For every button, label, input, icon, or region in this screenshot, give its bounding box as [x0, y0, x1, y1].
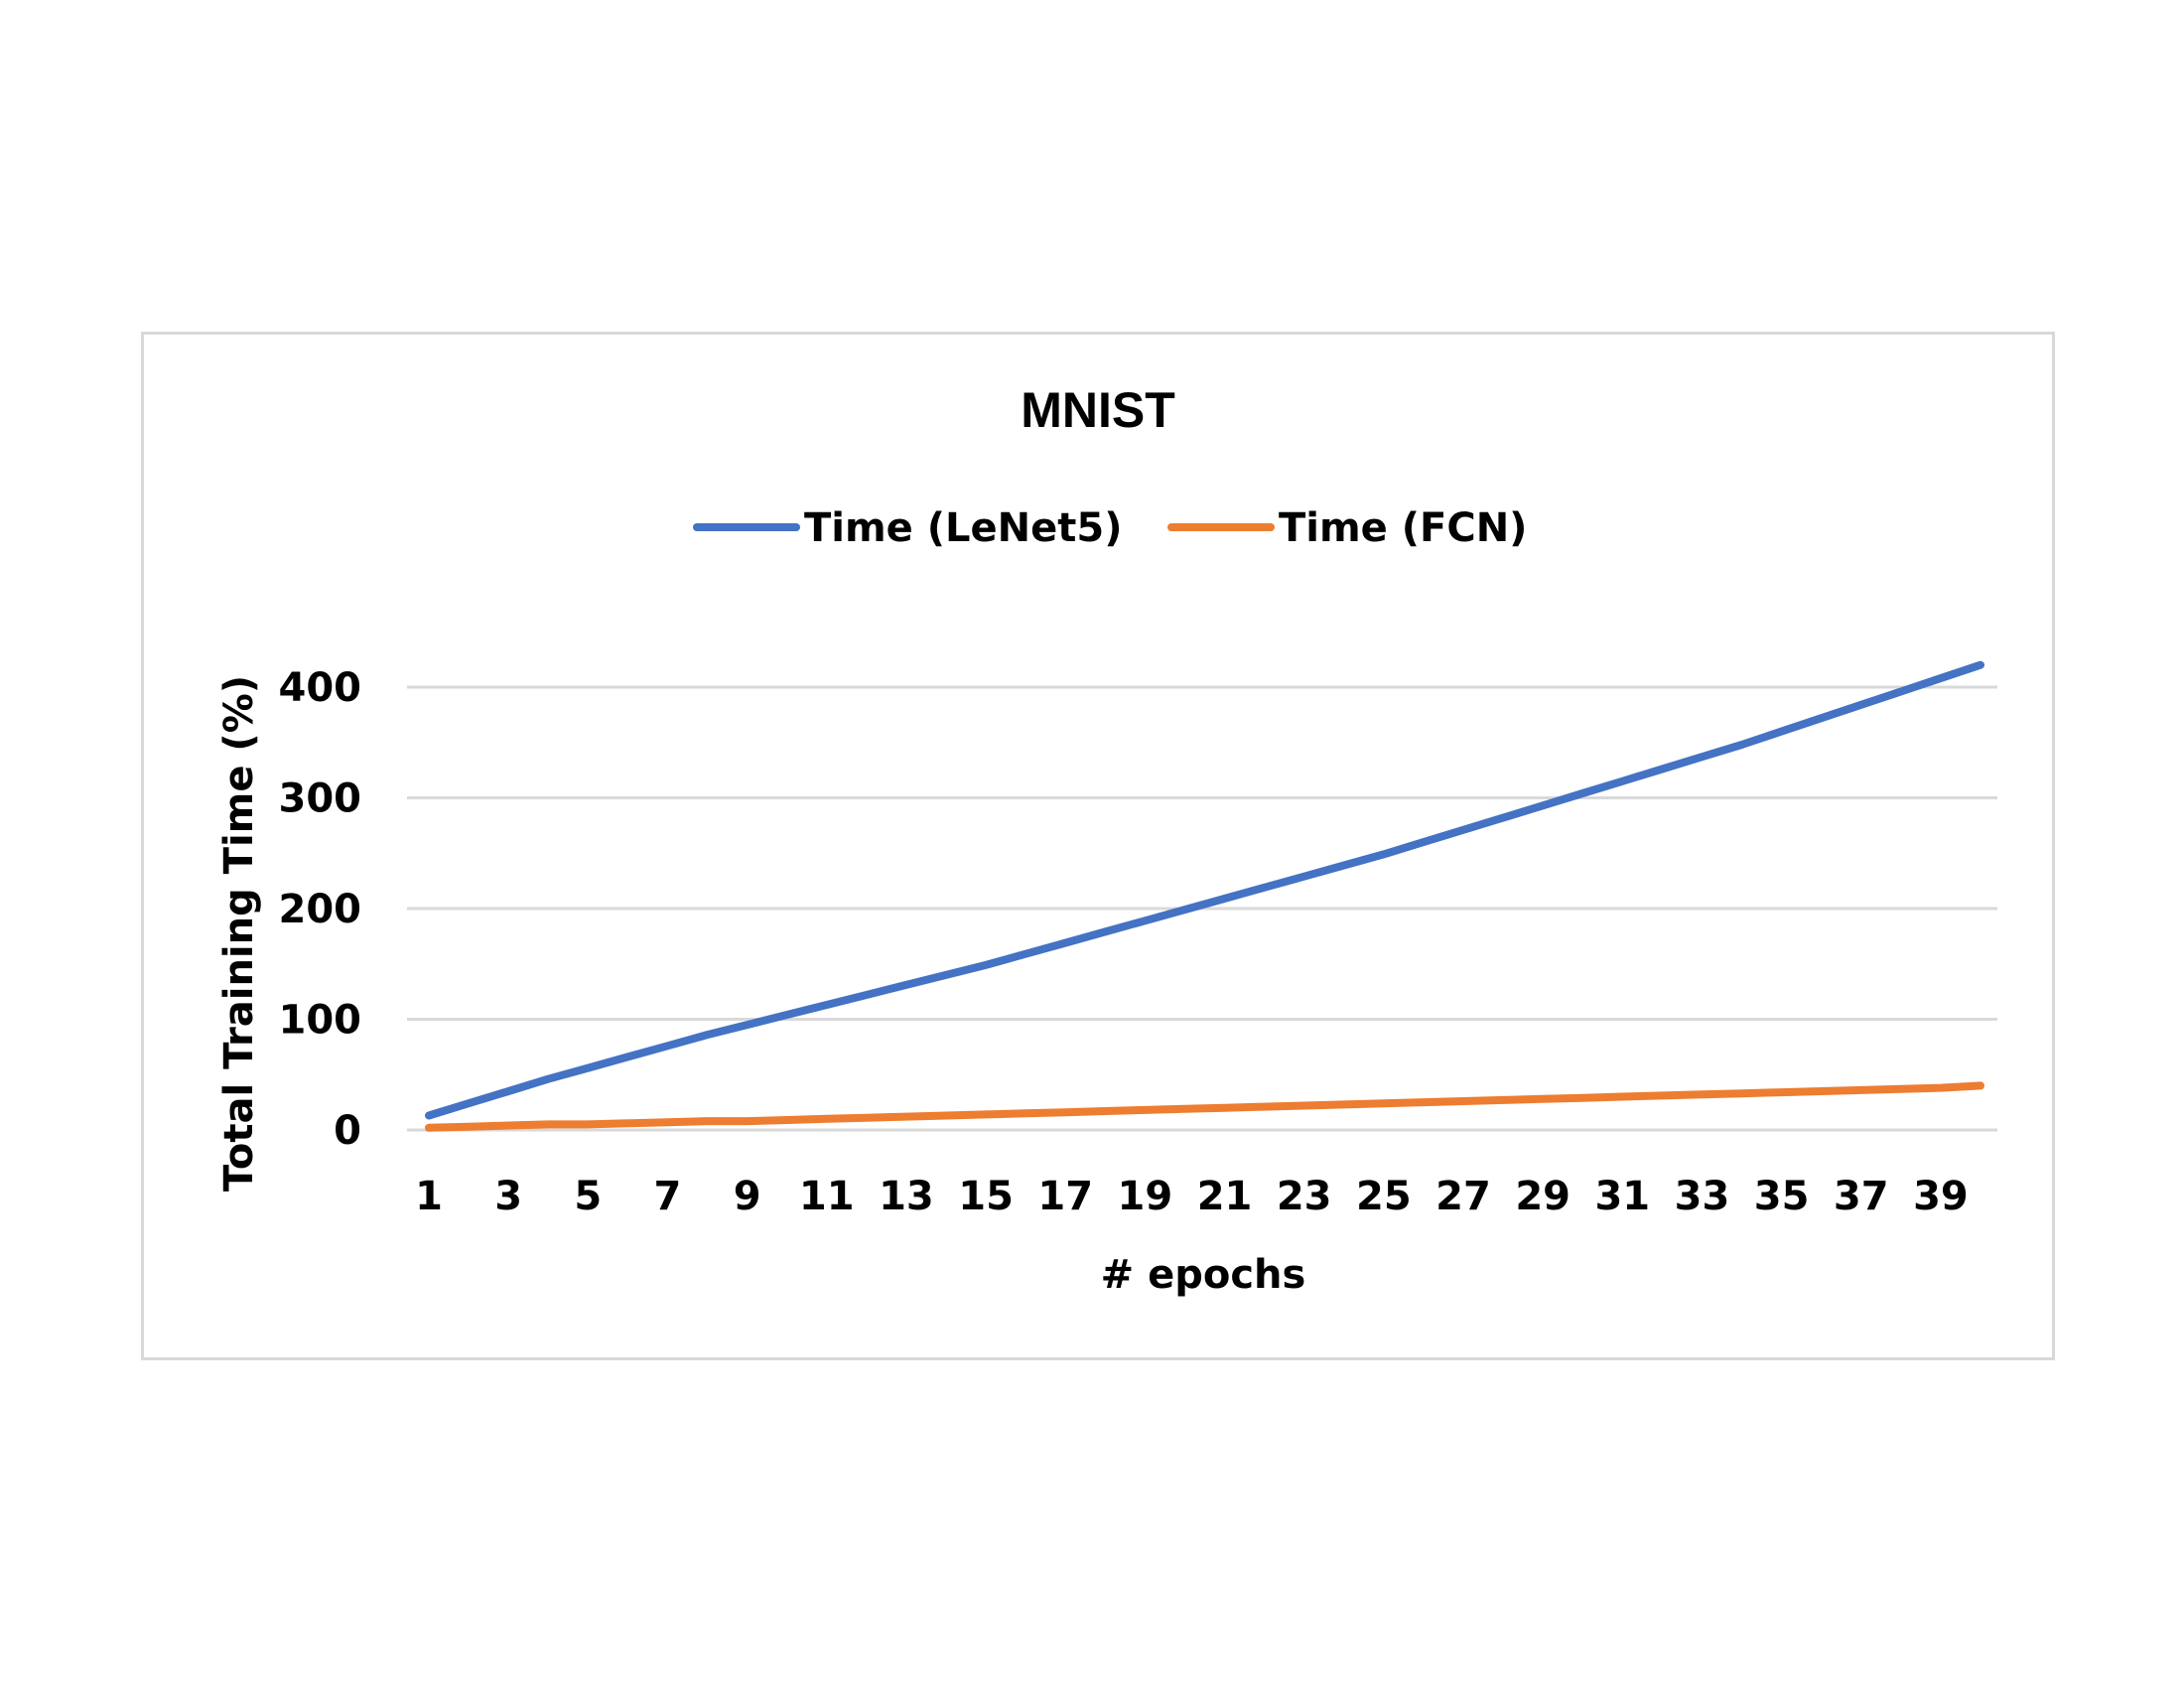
series-line-time-fcn [425, 1081, 1984, 1132]
x-tick-label: 15 [958, 1174, 1014, 1219]
legend-label-lenet5: Time (LeNet5) [804, 505, 1122, 551]
x-tick-label: 37 [1834, 1174, 1889, 1219]
y-axis-ticks: 0 100 200 300 400 [279, 665, 362, 1154]
x-tick-label: 11 [799, 1174, 855, 1219]
x-tick-label: 33 [1675, 1174, 1730, 1219]
x-tick-label: 9 [734, 1174, 761, 1219]
y-tick-label: 200 [279, 887, 362, 932]
x-axis-ticks: 1 3 5 7 9 11 13 15 17 19 21 23 25 27 29 31 33 35 37 39 [415, 1174, 1969, 1219]
x-tick-label: 1 [415, 1174, 443, 1219]
x-tick-label: 13 [879, 1174, 934, 1219]
x-tick-label: 27 [1435, 1174, 1491, 1219]
chart-area [141, 332, 2055, 1360]
legend: Time (LeNet5) Time (FCN) [693, 505, 1527, 551]
x-tick-label: 7 [654, 1174, 682, 1219]
x-tick-label: 39 [1913, 1174, 1969, 1219]
legend-label-fcn: Time (FCN) [1279, 505, 1527, 551]
x-tick-label: 3 [494, 1174, 522, 1219]
x-tick-label: 17 [1037, 1174, 1093, 1219]
x-axis-title: # epochs [1101, 1252, 1306, 1298]
series-line-time-lenet5 [425, 660, 1984, 1120]
y-tick-label: 300 [279, 776, 362, 822]
x-tick-label: 5 [574, 1174, 602, 1219]
series-lines [425, 660, 1984, 1132]
y-tick-label: 400 [279, 665, 362, 711]
y-tick-label: 100 [279, 998, 362, 1044]
chart-title: MNIST [1021, 382, 1175, 438]
y-tick-label: 0 [334, 1108, 361, 1154]
y-axis-title: Total Training Time (%) [216, 675, 262, 1192]
x-tick-label: 21 [1197, 1174, 1253, 1219]
x-tick-label: 19 [1118, 1174, 1173, 1219]
x-tick-label: 31 [1594, 1174, 1650, 1219]
x-tick-label: 29 [1515, 1174, 1570, 1219]
x-tick-label: 25 [1356, 1174, 1412, 1219]
x-tick-label: 23 [1277, 1174, 1332, 1219]
x-tick-label: 35 [1754, 1174, 1810, 1219]
